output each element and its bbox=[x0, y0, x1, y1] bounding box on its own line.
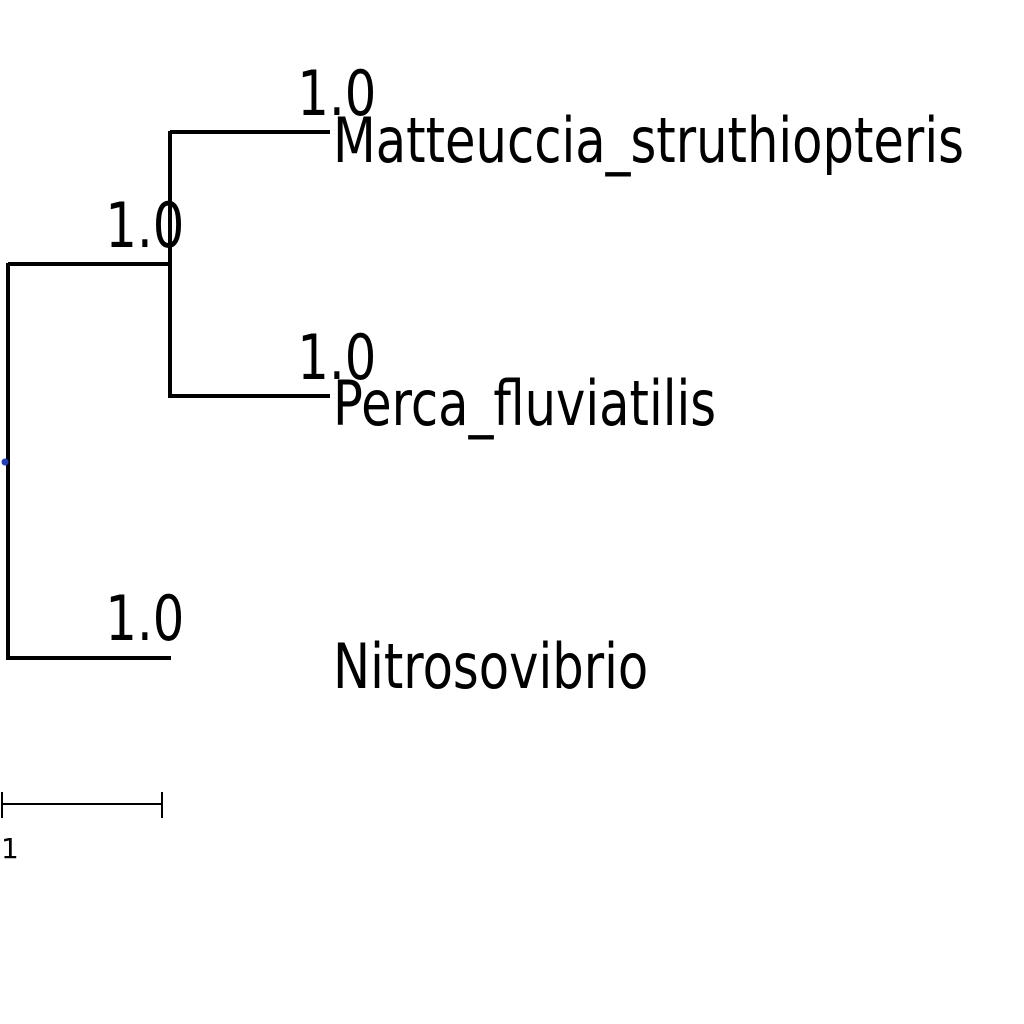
scale-bar-label: 1 bbox=[1, 832, 19, 865]
support-value-perca: 1.0 bbox=[297, 323, 376, 395]
support-value-nitrosovibrio: 1.0 bbox=[105, 584, 184, 656]
leaf-label-perca: Perca_fluviatilis bbox=[333, 369, 716, 441]
leaf-label-matteuccia: Matteuccia_struthiopteris bbox=[333, 106, 964, 178]
leaf-label-nitrosovibrio: Nitrosovibrio bbox=[333, 632, 648, 704]
support-value-matteuccia: 1.0 bbox=[297, 59, 376, 131]
root-node-marker bbox=[1, 458, 9, 466]
support-value-internal-node: 1.0 bbox=[105, 191, 184, 263]
